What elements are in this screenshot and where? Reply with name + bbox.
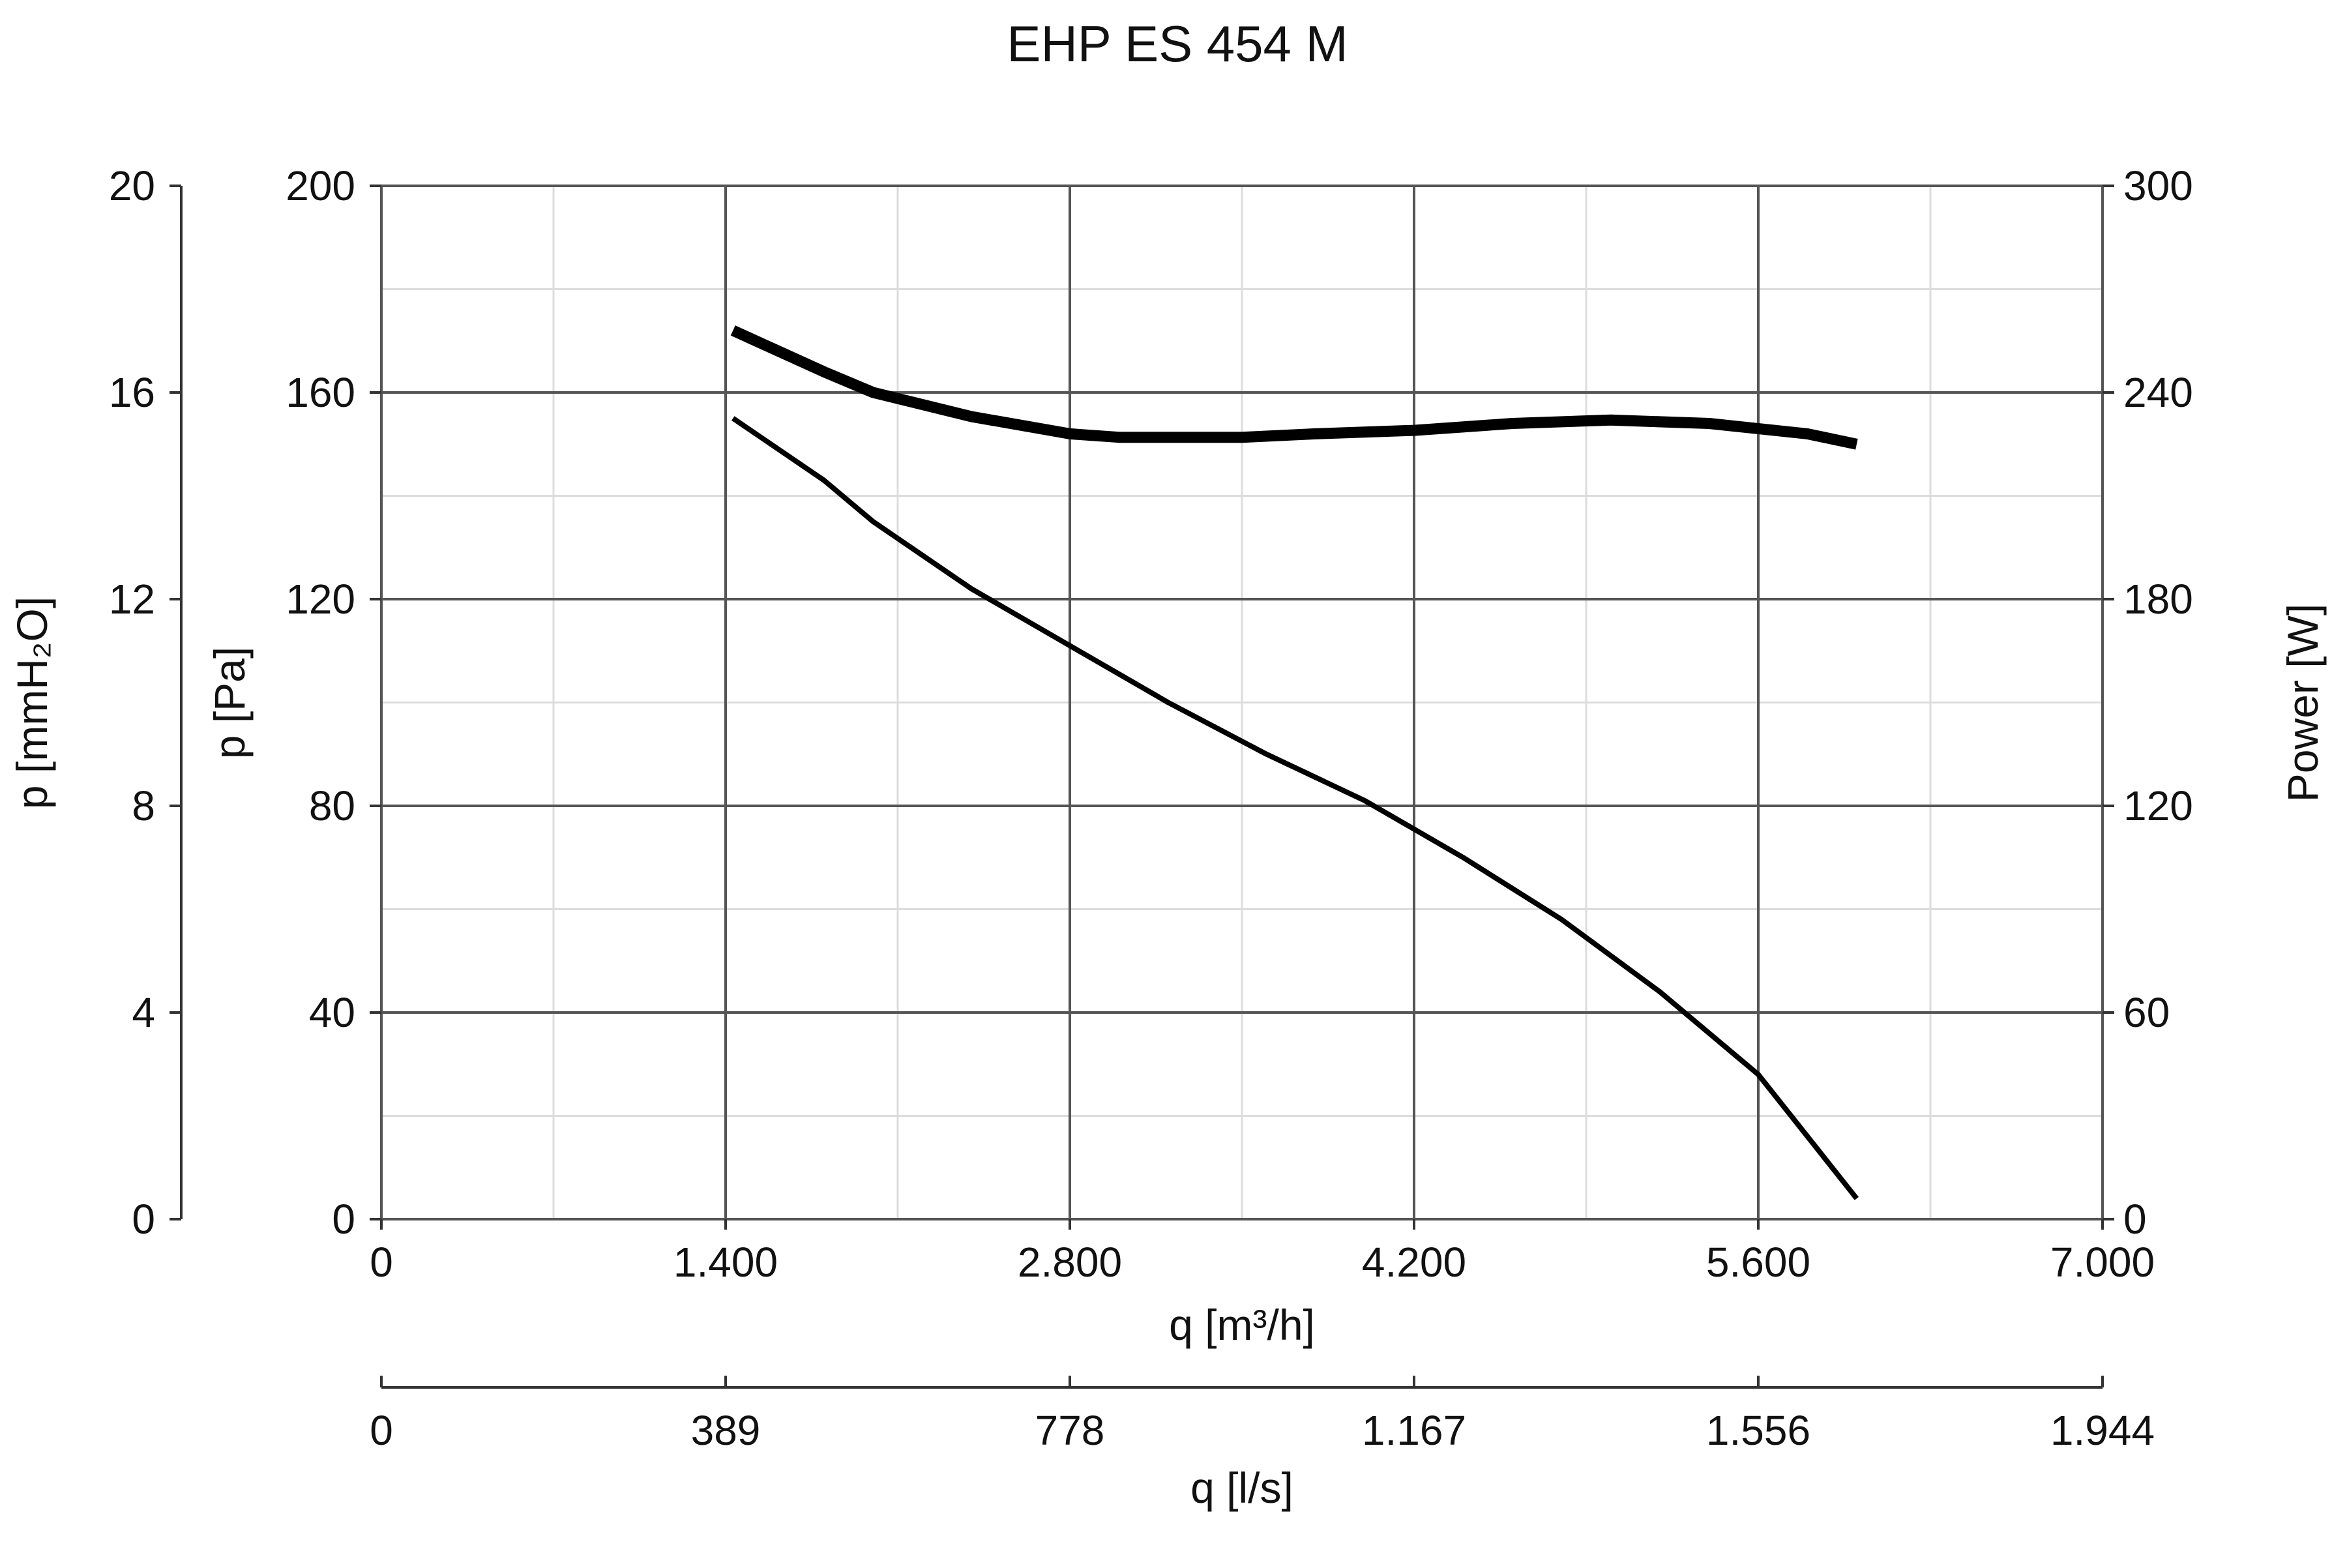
x2-tick-label: 0 (370, 1407, 393, 1454)
y-axis-label: p [Pa] (205, 647, 254, 759)
y2-tick-label: 20 (109, 162, 155, 209)
y3-tick-label: 120 (2123, 782, 2193, 829)
y2-tick-label: 4 (132, 989, 155, 1036)
power-curve (730, 325, 1858, 450)
y3-tick-label: 0 (2123, 1196, 2147, 1243)
y3-tick-label: 180 (2123, 576, 2193, 623)
y3-axis-label: Power [W] (2279, 604, 2327, 802)
y2-tick-label: 12 (109, 576, 155, 623)
x-tick-label: 4.200 (1362, 1239, 1466, 1286)
y-tick-label: 80 (309, 782, 355, 829)
x2-tick-label: 1.944 (2050, 1407, 2155, 1454)
y-tick-label: 0 (332, 1196, 355, 1243)
chart-title: EHP ES 454 M (1007, 15, 1348, 72)
x-tick-label: 1.400 (673, 1239, 778, 1286)
x2-tick-label: 1.167 (1362, 1407, 1466, 1454)
y3-tick-label: 300 (2123, 162, 2193, 209)
y3-tick-label: 60 (2123, 989, 2170, 1036)
x-tick-label: 7.000 (2050, 1239, 2155, 1286)
x2-tick-label: 1.556 (1706, 1407, 1810, 1454)
y2-axis-label: p [mmH₂O] (8, 597, 56, 809)
axes (170, 185, 2114, 1389)
minor-grid (381, 186, 2103, 1219)
x-tick-label: 2.800 (1018, 1239, 1122, 1286)
x-axis-label: q [m³/h] (1169, 1301, 1315, 1349)
y-tick-label: 120 (286, 576, 355, 623)
pressure-curve (731, 416, 1859, 1200)
y-tick-label: 200 (286, 162, 355, 209)
y2-tick-label: 16 (109, 369, 155, 416)
x2-axis-label: q [l/s] (1190, 1464, 1293, 1512)
y2-tick-label: 8 (132, 782, 155, 829)
y2-tick-label: 0 (132, 1196, 155, 1243)
y-tick-label: 160 (286, 369, 355, 416)
y3-tick-label: 240 (2123, 369, 2193, 416)
y-tick-label: 40 (309, 989, 355, 1036)
major-grid (380, 185, 2104, 1220)
series-layer (730, 325, 1859, 1200)
x2-tick-label: 389 (691, 1407, 761, 1454)
x-tick-label: 5.600 (1706, 1239, 1810, 1286)
x2-tick-label: 778 (1035, 1407, 1105, 1454)
x-tick-label: 0 (370, 1239, 393, 1286)
